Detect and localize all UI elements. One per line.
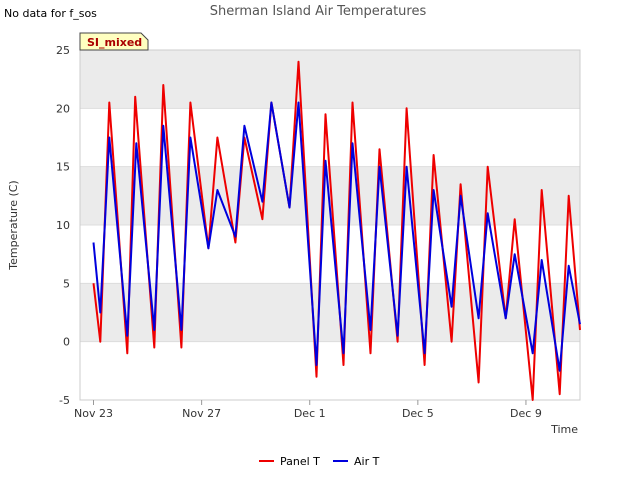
y-tick-label: 0 bbox=[63, 336, 70, 349]
series-line-panel-t bbox=[92, 60, 581, 401]
series-line-air-t bbox=[92, 101, 581, 372]
x-tick-label: Nov 27 bbox=[182, 407, 221, 420]
legend-label-panel-t: Panel T bbox=[280, 455, 320, 468]
band-0 bbox=[80, 341, 580, 400]
y-tick-label: 20 bbox=[56, 102, 70, 115]
x-tick-label: Nov 23 bbox=[74, 407, 113, 420]
band-4 bbox=[80, 108, 580, 167]
y-tick-label: -5 bbox=[59, 394, 70, 407]
legend-label-air-t: Air T bbox=[354, 455, 380, 468]
plot-frame bbox=[79, 49, 581, 401]
y-tick-label: 5 bbox=[63, 277, 70, 290]
x-tick-label: Dec 1 bbox=[294, 407, 326, 420]
badge: SI_mixed bbox=[79, 32, 149, 51]
legend: Panel T Air T bbox=[259, 455, 380, 468]
x-axis-label: Time bbox=[550, 423, 578, 436]
y-axis-ticks: -5 0 5 10 15 20 25 bbox=[56, 44, 70, 407]
chart-title: Sherman Island Air Temperatures bbox=[210, 4, 427, 19]
band-2 bbox=[80, 225, 580, 284]
band-5 bbox=[80, 50, 580, 109]
band-1 bbox=[80, 283, 580, 342]
no-data-note: No data for f_sos bbox=[4, 7, 97, 20]
badge-label: SI_mixed bbox=[87, 36, 142, 49]
y-axis-label: Temperature (C) bbox=[7, 180, 20, 270]
y-tick-label: 15 bbox=[56, 161, 70, 174]
series-lines bbox=[92, 60, 581, 401]
x-axis-ticks: Nov 23 Nov 27 Dec 1 Dec 5 Dec 9 bbox=[74, 400, 542, 420]
y-tick-label: 10 bbox=[56, 219, 70, 232]
y-tick-label: 25 bbox=[56, 44, 70, 57]
x-tick-label: Dec 9 bbox=[510, 407, 542, 420]
badge-box bbox=[79, 32, 149, 51]
x-tick-label: Dec 5 bbox=[402, 407, 434, 420]
